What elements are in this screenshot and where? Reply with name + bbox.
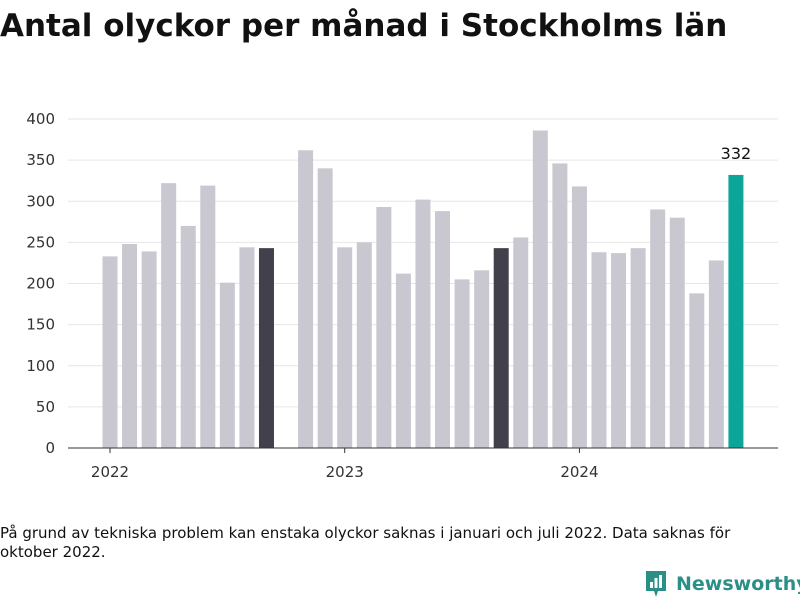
y-tick-label: 0 <box>45 439 55 457</box>
y-tick-label: 250 <box>26 233 55 251</box>
bar <box>180 225 196 448</box>
bar <box>395 273 411 448</box>
bar <box>650 209 666 448</box>
chart-title: Antal olyckor per månad i Stockholms län <box>0 8 728 44</box>
bar <box>376 207 392 448</box>
bar <box>552 163 568 449</box>
bar <box>122 244 138 448</box>
brand-logo: Newsworthy <box>644 568 800 600</box>
y-tick-label: 400 <box>26 110 55 128</box>
bar <box>356 242 372 448</box>
x-tick-label: 2024 <box>560 463 598 481</box>
y-tick-label: 100 <box>26 357 55 375</box>
bar <box>258 248 274 448</box>
y-tick-label: 300 <box>26 192 55 210</box>
bar <box>102 256 118 448</box>
bar <box>435 211 451 448</box>
bar <box>630 248 646 448</box>
bar <box>728 174 744 448</box>
bar <box>571 186 587 448</box>
bar <box>532 130 548 448</box>
bar <box>317 168 333 448</box>
bar <box>513 237 529 448</box>
x-tick-label: 2023 <box>326 463 364 481</box>
bar <box>161 183 177 448</box>
y-tick-label: 150 <box>26 316 55 334</box>
bar <box>337 247 353 448</box>
bar <box>474 270 490 448</box>
footnote: På grund av tekniska problem kan enstaka… <box>0 524 731 561</box>
data-label: 332 <box>721 144 752 163</box>
bar <box>219 282 235 448</box>
brand-name: Newsworthy <box>676 573 800 595</box>
bar <box>669 217 685 448</box>
x-tick-label: 2022 <box>91 463 129 481</box>
bar <box>239 247 255 448</box>
bar <box>200 185 216 448</box>
y-tick-label: 50 <box>36 398 55 416</box>
bar <box>141 251 157 448</box>
y-tick-label: 350 <box>26 151 55 169</box>
bar <box>415 199 431 448</box>
bar-chart-logo-icon <box>646 571 666 597</box>
bar <box>611 253 627 448</box>
bar <box>298 150 314 448</box>
bar <box>689 293 705 448</box>
bar-chart: 0 50 100 150 200 250 300 350 400 332 2022 2023 2024 <box>26 110 778 481</box>
bar <box>591 252 607 448</box>
bar <box>493 248 509 448</box>
y-tick-label: 200 <box>26 275 55 293</box>
bar <box>708 260 724 448</box>
bar <box>454 279 470 448</box>
